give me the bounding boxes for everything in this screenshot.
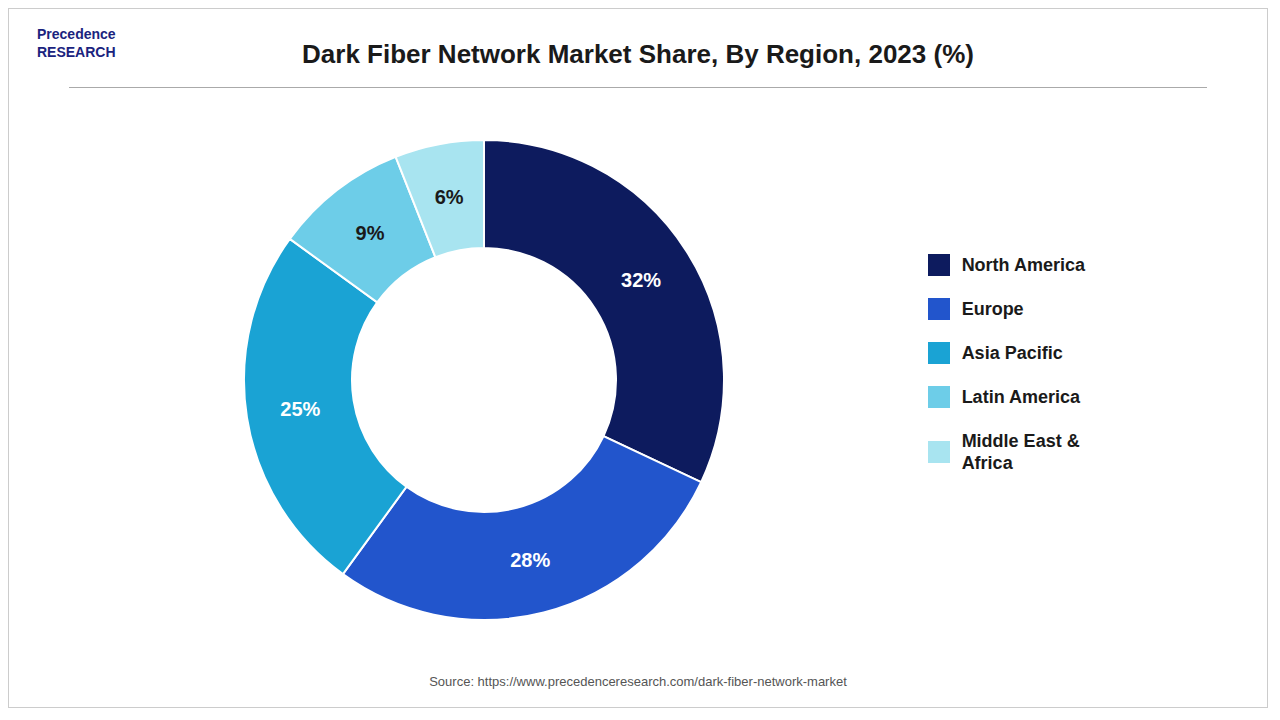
html-text:Latin America: Latin America <box>961 387 1080 407</box>
html-text:Precedence: Precedence <box>37 26 116 42</box>
html-text:Africa: Africa <box>961 453 1013 473</box>
svg-text:9%: 9% <box>356 222 385 244</box>
html-text:Dark Fiber Network Market Shar: Dark Fiber Network Market Share, By Regi… <box>302 39 974 69</box>
html-text:Source: https://www.precedence: Source: https://www.precedenceresearch.c… <box>429 674 847 689</box>
html-text:North America: North America <box>961 255 1085 275</box>
html-text:RESEARCH: RESEARCH <box>37 44 116 60</box>
html-text:Asia Pacific: Asia Pacific <box>961 343 1063 363</box>
svg-text:32%: 32% <box>621 269 661 291</box>
html-text:Middle East &: Middle East & <box>961 431 1080 451</box>
html-text:Europe: Europe <box>961 299 1024 319</box>
svg-text:25%: 25% <box>280 398 320 420</box>
svg-text:6%: 6% <box>435 186 464 208</box>
svg-text:28%: 28% <box>510 549 550 571</box>
